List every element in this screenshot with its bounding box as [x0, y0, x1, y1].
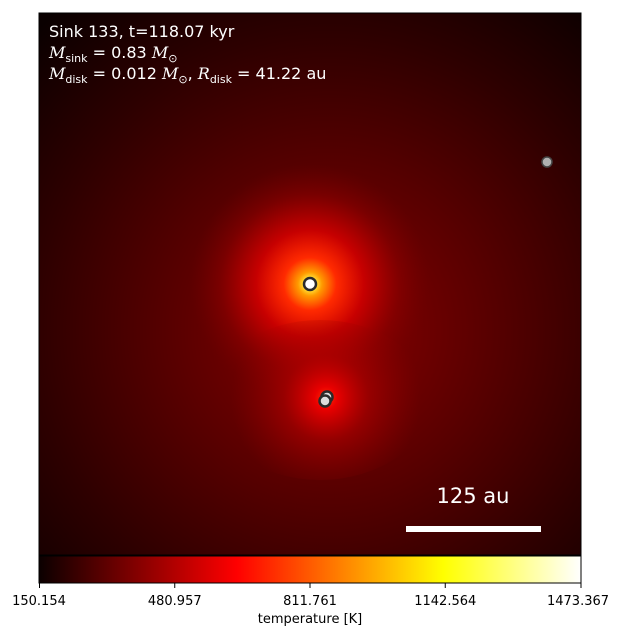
msink-symbol: M — [48, 43, 66, 62]
colorbar-tick-label: 150.154 — [12, 594, 66, 609]
msink-unit-subscript: ⊙ — [168, 52, 177, 65]
image-frame — [38, 12, 582, 556]
colorbar — [38, 555, 582, 584]
disk-properties-label: Mdisk = 0.012 M⊙, Rdisk = 41.22 au — [48, 64, 326, 86]
msink-unit: M — [151, 43, 169, 62]
colorbar-label: temperature [K] — [258, 612, 363, 627]
scale-bar — [406, 526, 541, 532]
rdisk-symbol: R — [197, 64, 210, 83]
colorbar-ticks — [39, 583, 582, 588]
msink-subscript: sink — [65, 52, 88, 65]
mdisk-unit: M — [161, 64, 179, 83]
colorbar-tick-label: 1142.564 — [414, 594, 476, 609]
rdisk-subscript: disk — [210, 73, 233, 86]
sink-mass-label: Msink = 0.83 M⊙ — [48, 43, 177, 65]
msink-value: = 0.83 — [88, 43, 152, 62]
mdisk-value: = 0.012 — [88, 64, 162, 83]
colorbar-tick-label: 1473.367 — [547, 594, 609, 609]
temperature-image — [39, 13, 581, 555]
mdisk-separator: , — [188, 64, 198, 83]
sink-particle-main — [302, 276, 318, 292]
mdisk-unit-subscript: ⊙ — [178, 73, 187, 86]
colorbar-tick-label: 811.761 — [283, 594, 337, 609]
mdisk-symbol: M — [48, 64, 66, 83]
sink-particle-companion-2 — [318, 394, 332, 408]
mdisk-subscript: disk — [65, 73, 88, 86]
colorbar-tick-label: 480.957 — [148, 594, 202, 609]
sink-title: Sink 133, t=118.07 kyr — [49, 22, 235, 41]
rdisk-value: = 41.22 au — [232, 64, 326, 83]
sink-particle-distant — [541, 156, 553, 168]
scale-bar-label: 125 au — [437, 484, 510, 508]
